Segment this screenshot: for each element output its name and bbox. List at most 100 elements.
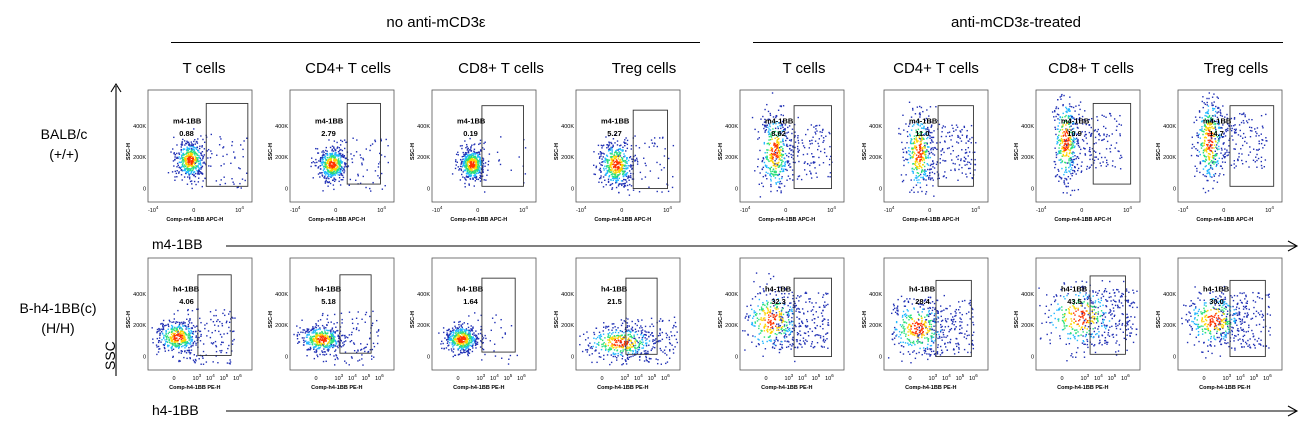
- event-dots: [151, 308, 236, 365]
- x-tick-label: 103: [335, 373, 344, 382]
- gate-rectangle: [793, 105, 832, 190]
- row-label-balbc: BALB/c (+/+): [20, 124, 108, 164]
- flow-plot: m4-1BB 8.62 400K 200K 0 SSC-H -104 0 104 Comp-m4-…: [710, 89, 848, 247]
- x-tick-label: 0: [600, 376, 603, 382]
- plot-frame: [739, 89, 845, 203]
- plot-frame: [1177, 89, 1283, 203]
- y-tick-label: 200K: [561, 155, 574, 161]
- x-axis-title: Comp-m4-1BB APC-H: [308, 217, 365, 223]
- gate-rectangle: [1229, 105, 1275, 187]
- y-tick-label: 0: [1173, 187, 1176, 193]
- event-dots: [593, 134, 675, 196]
- y-tick-label: 400K: [1163, 292, 1176, 298]
- group-title-untreated: no anti-mCD3ε: [386, 14, 486, 31]
- gate-label: h4-1BB: [1203, 285, 1230, 294]
- x-tick-label: 0: [1202, 376, 1205, 382]
- column-title: CD4+ T cells: [893, 60, 979, 77]
- x-axis-title: Comp-h4-1BB PE-H: [169, 385, 220, 391]
- y-tick-label: 400K: [133, 292, 146, 298]
- y-axis-title: SSC-H: [1156, 311, 1162, 328]
- gate-percentage: 1.64: [463, 297, 478, 306]
- y-tick-label: 0: [285, 355, 288, 361]
- y-tick-label: 400K: [725, 124, 738, 130]
- y-tick-label: 0: [285, 187, 288, 193]
- group-title-treated: anti-mCD3ε-treated: [950, 14, 1082, 31]
- event-dots: [1190, 92, 1268, 194]
- plot-frame: [1035, 257, 1141, 371]
- gate-label: h4-1BB: [765, 285, 792, 294]
- gate-label: m4-1BB: [601, 117, 630, 126]
- y-tick-label: 200K: [869, 155, 882, 161]
- gate-rectangle: [1229, 279, 1266, 358]
- y-tick-label: 400K: [869, 292, 882, 298]
- gate-percentage: 14.7: [1209, 129, 1224, 138]
- gate-label: h4-1BB: [1061, 285, 1088, 294]
- y-tick-label: 200K: [869, 323, 882, 329]
- gate-rectangle: [632, 109, 668, 190]
- y-axis-title: SSC-H: [126, 311, 132, 328]
- event-dots: [1051, 93, 1123, 196]
- x-tick-label: 0: [172, 376, 175, 382]
- x-tick-label: 106: [233, 373, 242, 382]
- gate-label: m4-1BB: [1061, 117, 1090, 126]
- event-dots: [742, 272, 830, 363]
- y-tick-label: 200K: [1163, 323, 1176, 329]
- h41bb-axis-label: h4-1BB: [152, 402, 199, 418]
- x-tick-label: 104: [663, 205, 672, 214]
- gate-rectangle: [793, 277, 832, 358]
- flow-plot: h4-1BB 1.64 400K 200K 0 SSC-H 0 103 104 105 106 Com…: [402, 257, 540, 415]
- gate-label: m4-1BB: [173, 117, 202, 126]
- plot-frame: [431, 89, 537, 203]
- x-axis-title: Comp-h4-1BB PE-H: [597, 385, 648, 391]
- flow-plot: m4-1BB 2.79 400K 200K 0 SSC-H -104 0 104 Comp-m4-…: [260, 89, 398, 247]
- gate-rectangle: [481, 105, 524, 187]
- event-dots: [887, 294, 975, 364]
- x-tick-label: 105: [648, 373, 657, 382]
- plot-frame: [575, 89, 681, 203]
- plot-frame: [739, 257, 845, 371]
- y-tick-label: 200K: [275, 155, 288, 161]
- y-axis-title: SSC-H: [718, 311, 724, 328]
- row-label-line: (H/H): [41, 320, 75, 336]
- event-dots: [1181, 285, 1272, 359]
- ssc-axis-label: SSC: [102, 341, 118, 370]
- flow-plot: h4-1BB 43.5 400K 200K 0 SSC-H 0 103 104 105 106 Com…: [1006, 257, 1144, 415]
- x-tick-label: 0: [1222, 208, 1225, 214]
- x-tick-label: 0: [908, 376, 911, 382]
- y-tick-label: 0: [1173, 355, 1176, 361]
- x-tick-label: 104: [971, 205, 980, 214]
- gate-percentage: 2.79: [321, 129, 336, 138]
- x-tick-label: 0: [476, 208, 479, 214]
- x-tick-label: 103: [1081, 373, 1090, 382]
- column-title: Treg cells: [1203, 60, 1269, 77]
- gate-rectangle: [197, 274, 232, 356]
- flow-plot: m4-1BB 14.7 400K 200K 0 SSC-H -104 0 104 Comp-m4-…: [1148, 89, 1286, 247]
- x-tick-label: 0: [334, 208, 337, 214]
- flow-plot: h4-1BB 28.4 400K 200K 0 SSC-H 0 103 104 105 106 Com…: [854, 257, 992, 415]
- y-tick-label: 200K: [725, 155, 738, 161]
- x-tick-label: 105: [220, 373, 229, 382]
- plot-frame: [1035, 89, 1141, 203]
- event-dots: [898, 101, 977, 197]
- x-tick-label: 106: [1263, 373, 1272, 382]
- gate-rectangle: [205, 102, 249, 187]
- y-tick-label: 0: [1031, 187, 1034, 193]
- gate-rectangle: [1089, 275, 1126, 355]
- gate-percentage: 21.5: [607, 297, 622, 306]
- x-tick-label: 0: [620, 208, 623, 214]
- x-tick-label: 105: [1108, 373, 1117, 382]
- flow-plot: m4-1BB 0.19 400K 200K 0 SSC-H -104 0 104 Comp-m4-…: [402, 89, 540, 247]
- flow-plot: h4-1BB 5.18 400K 200K 0 SSC-H 0 103 104 105 106 Com…: [260, 257, 398, 415]
- gate-rectangle: [339, 274, 372, 354]
- y-tick-label: 400K: [275, 124, 288, 130]
- y-axis-title: SSC-H: [410, 143, 416, 160]
- x-tick-label: 103: [193, 373, 202, 382]
- gate-label: m4-1BB: [765, 117, 794, 126]
- y-tick-label: 200K: [561, 323, 574, 329]
- y-tick-label: 0: [735, 187, 738, 193]
- gate-percentage: 32.3: [771, 297, 786, 306]
- x-axis-title: Comp-m4-1BB APC-H: [166, 217, 223, 223]
- event-dots: [451, 136, 527, 193]
- gate-label: h4-1BB: [909, 285, 936, 294]
- x-tick-label: 104: [1265, 205, 1274, 214]
